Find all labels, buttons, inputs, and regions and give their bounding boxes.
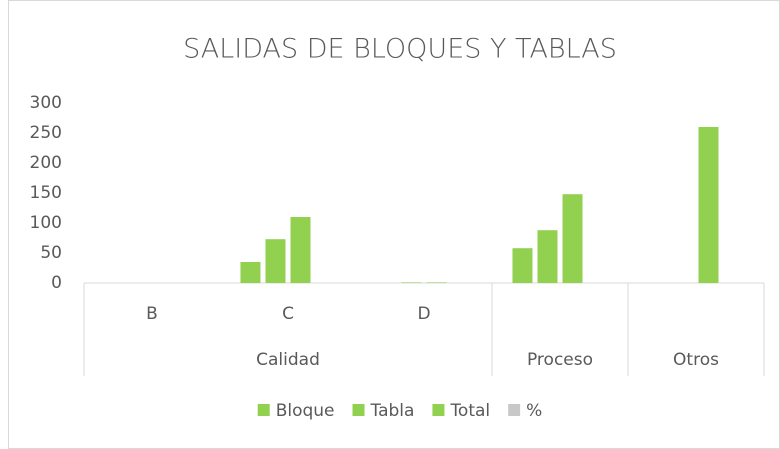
- legend-label: Total: [449, 401, 490, 421]
- y-tick-label: 200: [30, 153, 62, 173]
- x-tick-label: C: [282, 304, 294, 324]
- legend-swatch: [352, 404, 365, 416]
- x-tick-label: D: [417, 304, 430, 324]
- bar: [537, 230, 558, 283]
- y-tick-label: 250: [30, 123, 62, 143]
- chart-frame: [8, 0, 780, 449]
- x-tick-label: B: [146, 304, 158, 324]
- legend-swatch: [257, 404, 270, 416]
- group-label: Otros: [673, 350, 719, 370]
- y-tick-label: 100: [30, 213, 62, 233]
- bar: [265, 239, 286, 283]
- bar: [562, 194, 583, 283]
- y-tick-label: 50: [40, 243, 62, 263]
- legend-label: %: [526, 401, 542, 421]
- group-label: Calidad: [256, 350, 320, 370]
- legend-swatch: [432, 404, 445, 416]
- chart-title: SALIDAS DE BLOQUES Y TABLAS: [183, 34, 617, 65]
- legend-label: Bloque: [276, 401, 335, 421]
- y-tick-label: 300: [30, 93, 62, 113]
- group-label: Proceso: [527, 350, 593, 370]
- legend-label: Tabla: [370, 401, 415, 421]
- bar: [698, 127, 719, 283]
- legend-swatch: [508, 404, 521, 416]
- bar: [512, 248, 533, 283]
- bar: [426, 282, 447, 283]
- y-tick-label: 150: [30, 183, 62, 203]
- bar: [290, 217, 311, 283]
- y-tick-label: 0: [51, 273, 62, 293]
- bar: [240, 262, 261, 283]
- bar: [401, 282, 422, 283]
